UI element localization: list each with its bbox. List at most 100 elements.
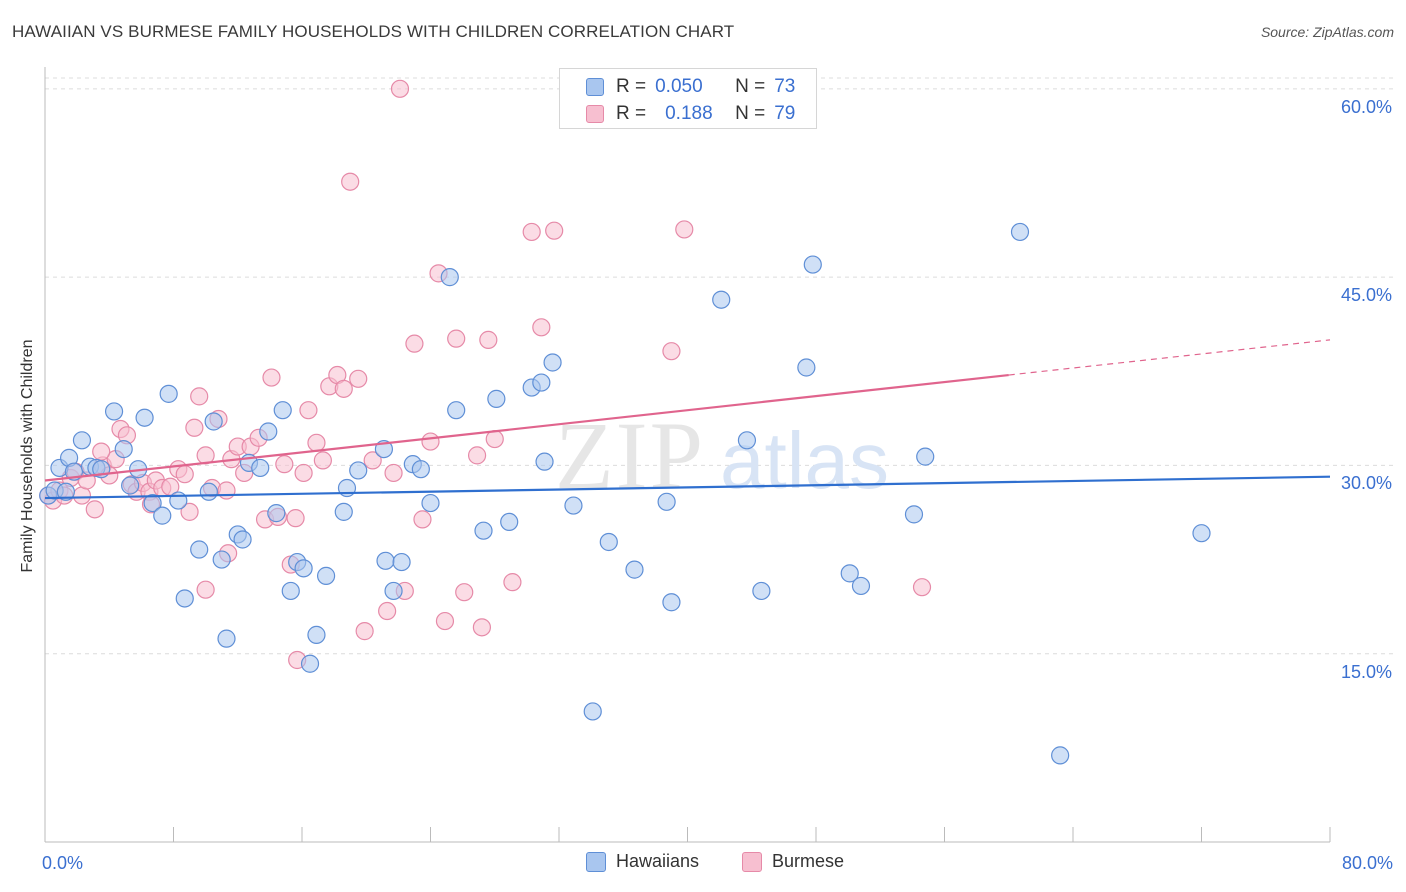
burmese-point-41[interactable]	[294, 463, 313, 483]
burmese-point-72[interactable]	[912, 578, 932, 597]
hawaiians-point-28[interactable]	[251, 458, 270, 478]
hawaiians-point-30[interactable]	[267, 504, 286, 523]
hawaiians-point-19[interactable]	[175, 589, 194, 608]
hawaiians-point-32[interactable]	[281, 581, 300, 601]
burmese-point-60[interactable]	[447, 329, 466, 348]
hawaiians-point-17[interactable]	[159, 384, 178, 403]
hawaiians-point-23[interactable]	[212, 550, 231, 569]
burmese-point-78[interactable]	[92, 442, 111, 461]
hawaiians-point-26[interactable]	[233, 530, 252, 549]
burmese-point-61[interactable]	[455, 583, 474, 602]
burmese-point-67[interactable]	[522, 222, 541, 242]
burmese-point-36[interactable]	[262, 368, 281, 387]
burmese-point-69[interactable]	[545, 221, 564, 240]
hawaiians-point-15[interactable]	[143, 493, 162, 513]
hawaiians-point-73[interactable]	[1051, 746, 1070, 765]
hawaiians-point-11[interactable]	[114, 439, 133, 459]
hawaiians-point-12[interactable]	[121, 476, 140, 495]
burmese-point-63[interactable]	[472, 618, 491, 637]
hawaiians-point-62[interactable]	[662, 593, 681, 612]
burmese-point-25[interactable]	[190, 387, 209, 406]
burmese-point-48[interactable]	[341, 172, 360, 191]
hawaiians-point-18[interactable]	[169, 491, 188, 510]
burmese-point-8[interactable]	[85, 500, 104, 519]
hawaiians-point-51[interactable]	[487, 389, 506, 408]
hawaiians-point-65[interactable]	[752, 581, 771, 601]
burmese-point-24[interactable]	[185, 418, 204, 437]
burmese-point-56[interactable]	[413, 510, 432, 529]
burmese-point-22[interactable]	[175, 465, 194, 484]
hawaiians-point-29[interactable]	[259, 422, 278, 441]
legend-item-hawaiians[interactable]: Hawaiians	[586, 851, 699, 872]
burmese-point-23[interactable]	[180, 502, 199, 521]
hawaiians-point-70[interactable]	[904, 505, 924, 524]
hawaiians-point-56[interactable]	[543, 353, 562, 372]
hawaiians-point-72[interactable]	[1010, 222, 1030, 242]
burmese-point-76[interactable]	[286, 509, 305, 528]
hawaiians-point-43[interactable]	[384, 581, 403, 601]
hawaiians-point-55[interactable]	[535, 452, 554, 471]
hawaiians-point-47[interactable]	[421, 493, 440, 513]
hawaiians-point-64[interactable]	[737, 431, 757, 450]
hawaiians-point-54[interactable]	[532, 373, 551, 392]
hawaiians-point-3[interactable]	[56, 482, 75, 501]
burmese-point-55[interactable]	[405, 334, 424, 353]
hawaiians-point-58[interactable]	[583, 702, 602, 721]
burmese-point-6[interactable]	[72, 486, 92, 505]
hawaiians-point-63[interactable]	[712, 290, 731, 309]
burmese-point-65[interactable]	[485, 429, 504, 449]
hawaiians-point-37[interactable]	[316, 566, 336, 585]
hawaiians-point-57[interactable]	[564, 496, 583, 515]
hawaiians-point-60[interactable]	[625, 560, 644, 579]
burmese-point-49[interactable]	[349, 369, 368, 388]
burmese-point-53[interactable]	[384, 463, 403, 483]
hawaiians-point-38[interactable]	[334, 502, 353, 521]
hawaiians-point-22[interactable]	[204, 412, 223, 431]
hawaiians-point-66[interactable]	[797, 358, 816, 377]
burmese-point-66[interactable]	[503, 573, 522, 592]
burmese-point-47[interactable]	[334, 379, 353, 398]
burmese-point-52[interactable]	[378, 601, 397, 621]
hawaiians-point-68[interactable]	[840, 564, 859, 583]
burmese-point-44[interactable]	[313, 451, 332, 470]
burmese-point-64[interactable]	[479, 330, 498, 349]
hawaiians-point-35[interactable]	[300, 654, 320, 673]
hawaiians-point-31[interactable]	[273, 401, 292, 420]
burmese-point-77[interactable]	[196, 580, 215, 599]
burmese-point-51[interactable]	[363, 451, 382, 470]
hawaiians-point-71[interactable]	[916, 447, 935, 466]
burmese-point-29[interactable]	[217, 481, 236, 500]
hawaiians-point-67[interactable]	[803, 255, 822, 274]
burmese-point-73[interactable]	[390, 79, 410, 98]
hawaiians-point-46[interactable]	[411, 460, 430, 479]
hawaiians-point-14[interactable]	[135, 408, 154, 427]
hawaiians-point-16[interactable]	[153, 506, 172, 525]
hawaiians-point-36[interactable]	[307, 625, 326, 644]
hawaiians-point-69[interactable]	[851, 576, 871, 596]
burmese-point-43[interactable]	[307, 433, 326, 452]
burmese-point-71[interactable]	[675, 220, 694, 239]
hawaiians-point-20[interactable]	[190, 540, 209, 559]
burmese-point-38[interactable]	[275, 455, 294, 474]
hawaiians-point-52[interactable]	[500, 512, 519, 532]
hawaiians-point-42[interactable]	[376, 551, 395, 570]
hawaiians-point-6[interactable]	[72, 431, 92, 450]
burmese-point-68[interactable]	[532, 318, 551, 337]
hawaiians-point-61[interactable]	[657, 492, 676, 511]
hawaiians-point-49[interactable]	[447, 401, 466, 420]
hawaiians-point-50[interactable]	[474, 521, 493, 540]
hawaiians-point-44[interactable]	[392, 552, 411, 572]
hawaiians-point-74[interactable]	[1192, 524, 1211, 543]
burmese-point-50[interactable]	[355, 622, 374, 641]
hawaiians-point-24[interactable]	[217, 629, 236, 648]
burmese-point-57[interactable]	[421, 432, 440, 451]
hawaiians-point-59[interactable]	[599, 532, 618, 552]
burmese-point-42[interactable]	[299, 401, 318, 420]
legend-item-burmese[interactable]: Burmese	[742, 851, 844, 872]
burmese-point-70[interactable]	[662, 342, 681, 361]
burmese-point-59[interactable]	[435, 611, 455, 631]
hawaiians-point-10[interactable]	[104, 402, 124, 421]
burmese-point-62[interactable]	[467, 446, 487, 465]
hawaiians-point-34[interactable]	[294, 559, 313, 578]
hawaiians-point-40[interactable]	[349, 461, 368, 480]
